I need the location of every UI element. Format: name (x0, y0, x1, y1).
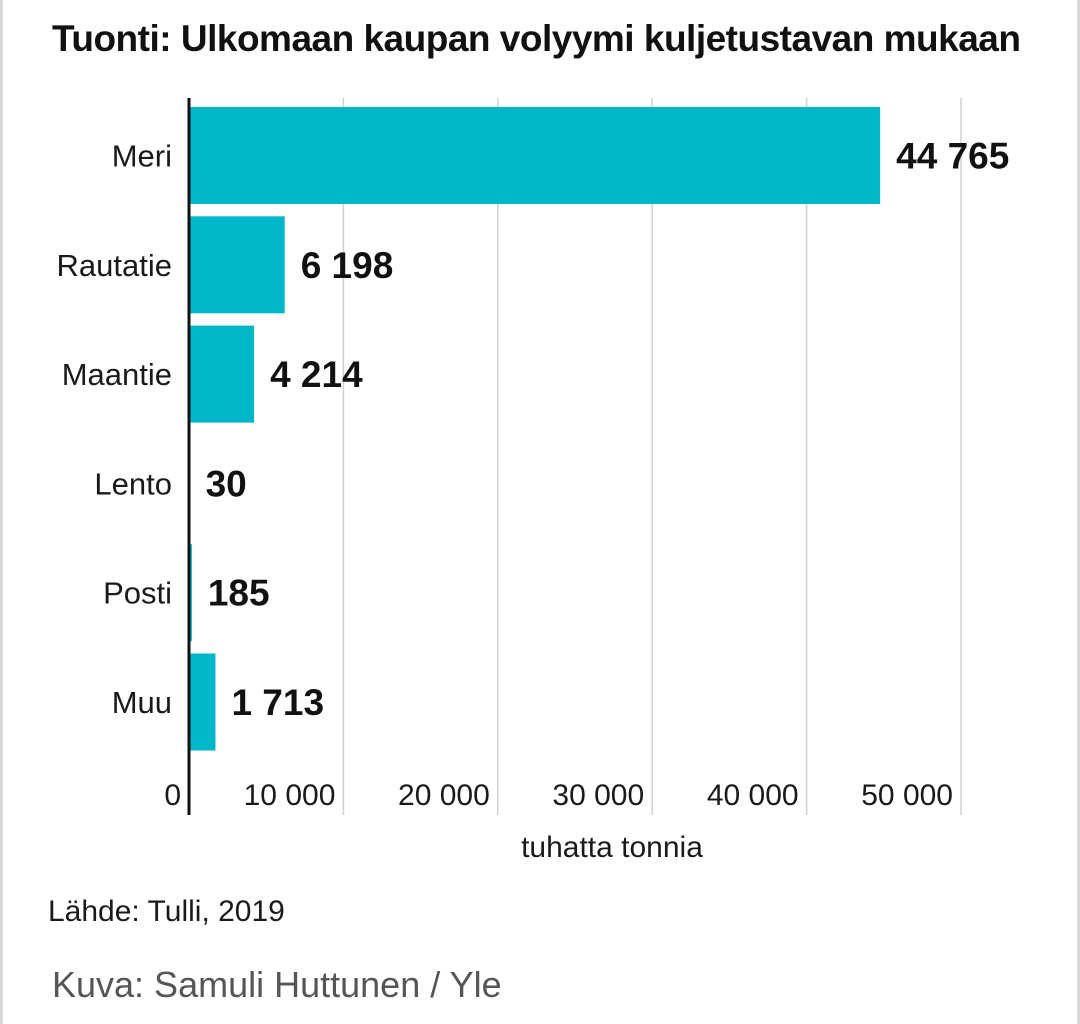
source-note: Lähde: Tulli, 2019 (48, 895, 285, 928)
category-label-muu: Muu (112, 685, 172, 720)
category-label-posti: Posti (103, 576, 172, 611)
bar-maantie (189, 325, 255, 423)
value-label-rautatie: 6 198 (301, 245, 394, 286)
value-label-lento: 30 (206, 463, 247, 504)
value-label-meri: 44 765 (896, 136, 1009, 177)
bar-chart: Meri 44 765 Rautatie 6 198 Maantie 4 214 Lento… (57, 98, 1009, 864)
category-label-maantie: Maantie (62, 357, 172, 392)
x-tick-label-1: 10 000 (244, 779, 336, 812)
x-tick-label-3: 30 000 (552, 779, 644, 812)
category-label-rautatie: Rautatie (57, 248, 172, 283)
frame-right-border (1077, 0, 1080, 1024)
bar-meri (189, 107, 881, 204)
value-label-posti: 185 (208, 573, 270, 614)
x-tick-label-5: 50 000 (861, 779, 953, 812)
chart-title: Tuonti: Ulkomaan kaupan volyymi kuljetus… (52, 18, 1021, 59)
bar-rautatie (189, 216, 285, 314)
x-tick-label-2: 20 000 (398, 779, 490, 812)
bar-muu (189, 653, 216, 751)
x-axis-label: tuhatta tonnia (521, 831, 703, 864)
value-label-muu: 1 713 (231, 682, 324, 723)
x-tick-label-4: 40 000 (707, 779, 799, 812)
frame-left-border (0, 0, 3, 1024)
category-label-lento: Lento (94, 466, 172, 501)
x-tick-label-0: 0 (164, 779, 181, 812)
image-credit: Kuva: Samuli Huttunen / Yle (52, 964, 502, 1005)
category-label-meri: Meri (112, 139, 172, 174)
value-label-maantie: 4 214 (270, 354, 363, 395)
